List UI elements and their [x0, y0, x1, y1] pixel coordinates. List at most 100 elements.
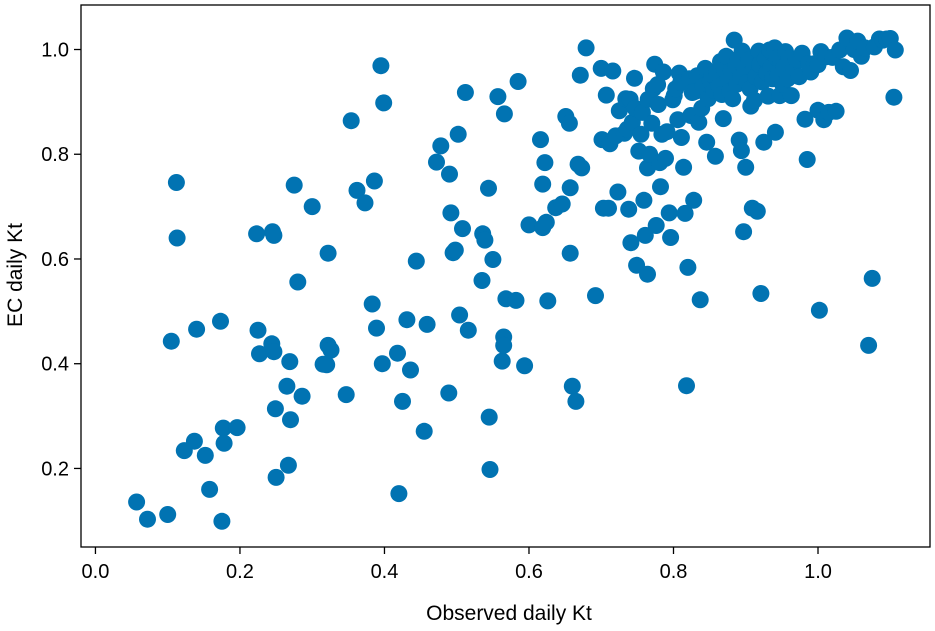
- data-point: [755, 133, 773, 151]
- data-point: [188, 320, 206, 338]
- data-point: [649, 96, 667, 113]
- x-tick-label: 0.0: [82, 561, 110, 583]
- y-tick-label: 0.8: [41, 144, 69, 166]
- data-point: [159, 506, 177, 523]
- data-point: [863, 269, 881, 287]
- data-point: [660, 204, 678, 222]
- data-point: [553, 195, 571, 213]
- data-point: [714, 110, 732, 128]
- data-point: [441, 165, 458, 183]
- data-point: [342, 112, 360, 130]
- data-point: [509, 73, 527, 90]
- data-point: [201, 480, 219, 498]
- data-point: [289, 273, 307, 291]
- data-point: [532, 131, 549, 149]
- data-point: [402, 361, 419, 379]
- data-point: [679, 258, 697, 276]
- data-point: [418, 315, 436, 333]
- data-point: [389, 344, 406, 362]
- data-point: [139, 510, 156, 528]
- data-point: [454, 220, 471, 238]
- data-point: [285, 176, 303, 194]
- data-point: [337, 386, 355, 404]
- data-point: [394, 392, 411, 410]
- plot-area-frame: [80, 4, 931, 548]
- data-point: [267, 468, 285, 486]
- data-point: [319, 244, 337, 262]
- data-point: [356, 194, 374, 212]
- data-point: [167, 174, 185, 191]
- x-axis-label: Observed daily Kt: [426, 602, 592, 625]
- data-point: [662, 229, 680, 246]
- data-point: [322, 341, 340, 359]
- data-point: [168, 229, 186, 247]
- y-axis-ticks: 0.2 0.4 0.6 0.8 1.0: [41, 40, 81, 480]
- data-point: [398, 311, 416, 329]
- data-point: [318, 356, 336, 374]
- data-point: [691, 291, 709, 309]
- data-point: [493, 352, 511, 370]
- x-tick-label: 0.2: [226, 561, 254, 583]
- data-point: [451, 306, 469, 324]
- data-point: [128, 493, 146, 511]
- data-point: [407, 252, 425, 270]
- data-point: [266, 400, 284, 418]
- data-point: [600, 199, 617, 217]
- data-point: [212, 312, 229, 330]
- y-tick-label: 0.6: [41, 249, 69, 271]
- data-point: [516, 357, 534, 375]
- data-point: [279, 456, 297, 474]
- data-point: [214, 419, 232, 437]
- data-point: [885, 88, 903, 106]
- data-point: [587, 287, 604, 305]
- data-point: [567, 392, 585, 410]
- data-point: [265, 226, 283, 244]
- data-point: [675, 158, 693, 176]
- data-point: [620, 200, 638, 218]
- data-point: [810, 301, 828, 319]
- y-axis-label: EC daily Kt: [4, 223, 27, 327]
- data-point: [372, 57, 390, 75]
- data-point: [278, 377, 296, 395]
- data-point: [228, 419, 246, 437]
- y-tick-label: 0.2: [41, 458, 69, 480]
- data-point: [365, 172, 383, 190]
- data-point: [752, 285, 770, 302]
- data-point: [446, 241, 464, 259]
- data-point: [672, 129, 690, 146]
- data-point: [473, 272, 491, 289]
- data-point: [265, 343, 283, 361]
- data-point: [536, 154, 554, 172]
- data-point: [690, 113, 708, 131]
- data-point: [573, 159, 591, 177]
- data-point: [185, 432, 203, 450]
- data-point: [456, 84, 474, 101]
- data-point: [886, 41, 904, 59]
- data-point: [375, 94, 393, 112]
- data-point: [563, 377, 581, 395]
- data-point: [249, 321, 267, 339]
- data-point: [735, 223, 753, 241]
- data-point: [654, 63, 672, 81]
- data-point: [698, 133, 716, 151]
- data-point: [860, 336, 878, 354]
- data-point: [748, 202, 766, 220]
- data-point: [213, 512, 231, 530]
- data-point: [604, 62, 622, 80]
- data-point: [282, 411, 299, 429]
- y-tick-label: 0.4: [41, 354, 69, 376]
- data-point: [495, 336, 513, 354]
- data-point: [676, 204, 694, 222]
- data-point: [248, 225, 266, 243]
- data-point: [706, 147, 724, 165]
- data-point: [609, 183, 627, 201]
- data-point: [657, 149, 674, 167]
- data-point: [678, 377, 695, 395]
- x-tick-label: 0.8: [660, 561, 688, 583]
- data-point: [489, 88, 507, 106]
- data-point: [537, 213, 555, 231]
- data-point: [622, 234, 640, 252]
- data-point: [724, 90, 742, 108]
- data-point: [480, 179, 497, 197]
